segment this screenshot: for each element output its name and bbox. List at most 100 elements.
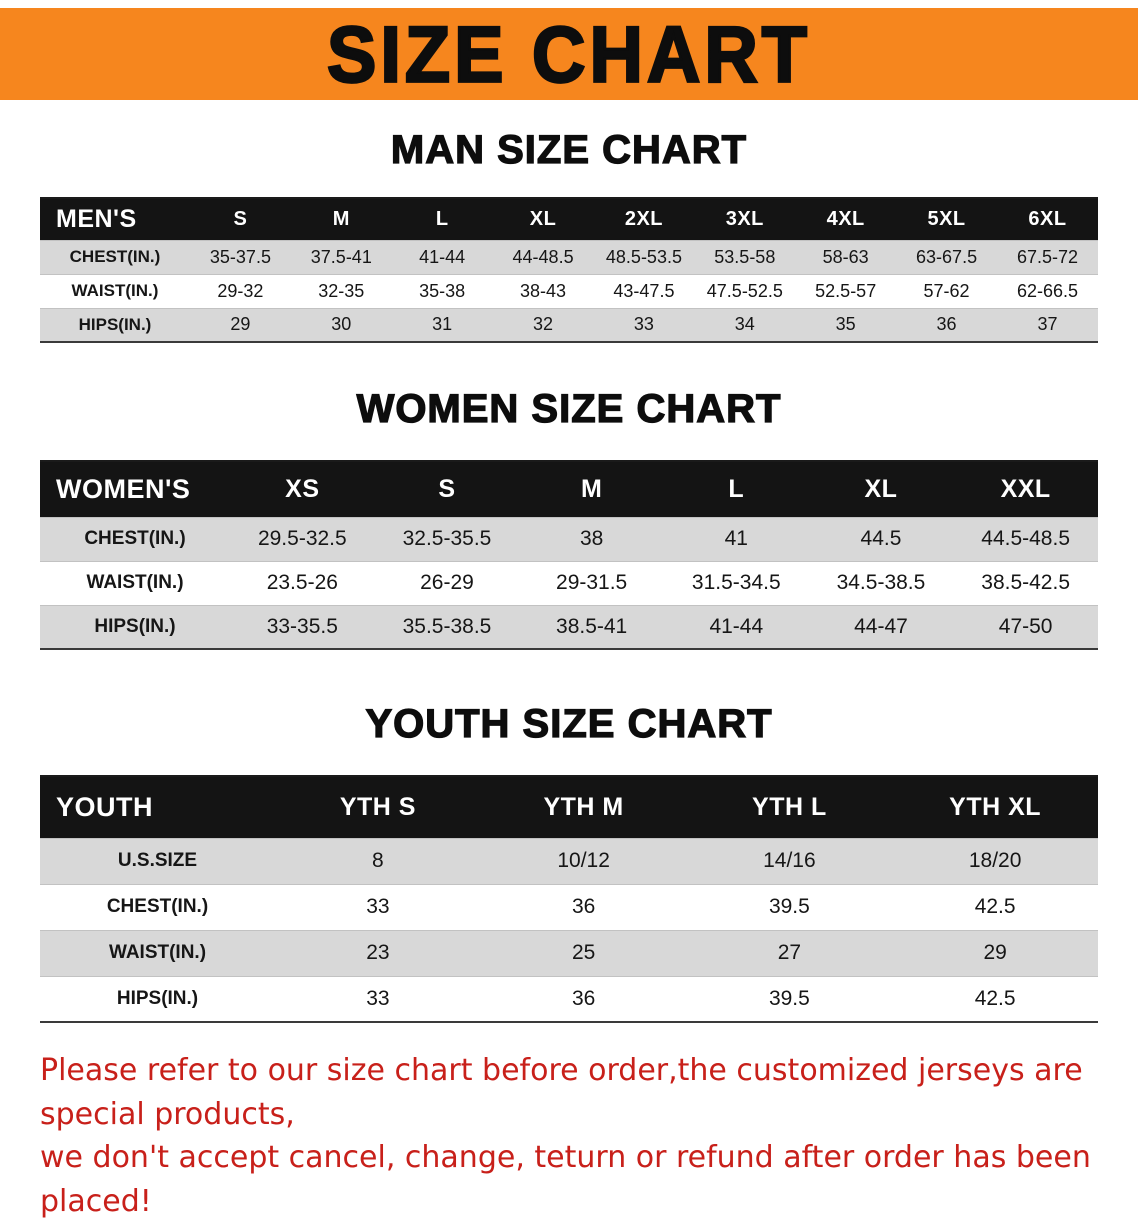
column-header: L — [728, 474, 745, 503]
size-value: 57-62 — [923, 280, 970, 301]
row-label: CHEST(IN.) — [69, 247, 161, 266]
column-header: YTH M — [543, 792, 624, 821]
row-label: WAIST(IN.) — [71, 281, 159, 300]
size-value: 30 — [331, 314, 352, 335]
size-value: 47-50 — [998, 614, 1053, 638]
table-row: CHEST(IN.) 35-37.5 37.5-41 41-44 44-48.5 48.5… — [40, 240, 1098, 274]
size-value: 35-38 — [419, 280, 466, 301]
column-header: 3XL — [725, 207, 764, 230]
column-header: M — [332, 207, 350, 230]
row-label: WAIST(IN.) — [108, 942, 207, 963]
size-value: 18/20 — [968, 849, 1022, 872]
column-header: YTH XL — [949, 792, 1042, 821]
men-section-heading: MAN SIZE CHART — [390, 127, 748, 172]
size-value: 23 — [366, 941, 390, 964]
footer-line-2: we don't accept cancel, change, teturn o… — [40, 1140, 1091, 1219]
column-header: XL — [864, 474, 898, 503]
men-corner-label: MEN'S — [56, 204, 137, 233]
header-row: MEN'S S M L XL 2XL 3XL 4XL 5XL 6XL — [40, 198, 1098, 240]
size-value: 35-37.5 — [209, 246, 271, 267]
size-value: 25 — [571, 941, 596, 964]
table-row: WAIST(IN.) 23.5-26 26-29 29-31.5 31.5-34.5 34… — [40, 561, 1098, 605]
size-value: 47.5-52.5 — [706, 280, 783, 301]
size-value: 35.5-38.5 — [402, 614, 492, 638]
size-value: 32-35 — [318, 280, 365, 301]
row-label: WAIST(IN.) — [86, 572, 184, 593]
size-value: 29 — [230, 314, 251, 335]
column-header: 6XL — [1028, 207, 1067, 230]
size-value: 39.5 — [768, 895, 810, 918]
size-value: 36 — [571, 986, 596, 1010]
header-row: YOUTH YTH S YTH M YTH L YTH XL — [40, 776, 1098, 838]
size-value: 36 — [571, 895, 596, 918]
youth-corner-label: YOUTH — [56, 791, 153, 822]
row-label: U.S.SIZE — [117, 850, 198, 871]
size-value: 35 — [835, 314, 856, 335]
size-value: 31 — [432, 314, 453, 335]
size-value: 29-32 — [217, 280, 264, 301]
size-value: 44.5-48.5 — [981, 527, 1071, 550]
size-value: 42.5 — [974, 986, 1016, 1010]
page-title: SIZE CHART — [326, 9, 811, 100]
women-size-table: WOMEN'S XS S M L XL XXL CHEST(IN.) 29.5-32.5 32.5… — [40, 460, 1098, 650]
footer-line-1: Please refer to our size chart before or… — [40, 1053, 1083, 1132]
column-header: XS — [285, 474, 320, 503]
size-value: 52.5-57 — [815, 280, 877, 301]
size-value: 33 — [366, 986, 390, 1010]
size-value: 32.5-35.5 — [402, 527, 492, 550]
size-value: 44-47 — [854, 614, 908, 638]
size-value: 38-43 — [520, 280, 567, 301]
row-label: HIPS(IN.) — [94, 615, 176, 637]
sections-container: MAN SIZE CHART MEN'S S M L XL 2XL 3XL 4XL 5XL 6XL C… — [0, 127, 1138, 1023]
column-header: 5XL — [927, 207, 966, 230]
size-value: 33 — [633, 314, 654, 335]
size-value: 36 — [936, 314, 957, 335]
table-row: CHEST(IN.) 33 36 39.5 42.5 — [40, 884, 1098, 930]
size-value: 29-31.5 — [556, 571, 628, 594]
footer-note: Please refer to our size chart before or… — [40, 1049, 1138, 1223]
size-value: 33 — [366, 895, 390, 918]
row-label: HIPS(IN.) — [78, 314, 152, 334]
youth-size-chart-section: YOUTH SIZE CHART YOUTH YTH S YTH M YTH L YTH … — [0, 701, 1138, 1023]
size-value: 34.5-38.5 — [836, 571, 926, 594]
column-header: L — [435, 207, 449, 230]
size-value: 41-44 — [419, 246, 466, 267]
size-value: 26-29 — [420, 571, 474, 594]
women-size-chart-section: WOMEN SIZE CHART WOMEN'S XS S M L XL XXL CHEST(I… — [0, 386, 1138, 650]
size-value: 27 — [777, 941, 802, 964]
size-value: 34 — [734, 314, 755, 335]
size-value: 53.5-58 — [714, 246, 776, 267]
column-header: 2XL — [624, 207, 664, 230]
size-value: 29.5-32.5 — [257, 527, 347, 550]
size-value: 58-63 — [822, 246, 869, 267]
banner: SIZE CHART — [0, 8, 1138, 100]
women-corner-label: WOMEN'S — [56, 473, 191, 504]
size-value: 39.5 — [768, 986, 810, 1010]
table-row: HIPS(IN.) 33-35.5 35.5-38.5 38.5-41 41-44 44-… — [40, 605, 1098, 649]
table-row: HIPS(IN.) 33 36 39.5 42.5 — [40, 976, 1098, 1022]
size-value: 44-48.5 — [512, 246, 574, 267]
size-value: 32 — [533, 314, 554, 335]
row-label: CHEST(IN.) — [84, 528, 186, 549]
men-size-chart-section: MAN SIZE CHART MEN'S S M L XL 2XL 3XL 4XL 5XL 6XL C… — [0, 127, 1138, 343]
column-header: S — [233, 207, 248, 230]
column-header: XL — [529, 207, 557, 230]
size-value: 67.5-72 — [1016, 246, 1079, 267]
column-header: YTH S — [339, 792, 416, 821]
size-value: 62-66.5 — [1016, 280, 1079, 301]
row-label: CHEST(IN.) — [106, 896, 209, 917]
size-value: 42.5 — [974, 895, 1016, 918]
table-row: U.S.SIZE 8 10/12 14/16 18/20 — [40, 838, 1098, 884]
size-value: 33-35.5 — [266, 614, 338, 638]
size-value: 37.5-41 — [310, 246, 372, 267]
row-label: HIPS(IN.) — [116, 987, 199, 1009]
size-value: 10/12 — [557, 849, 610, 872]
size-value: 38.5-42.5 — [981, 571, 1071, 594]
size-value: 29 — [983, 941, 1007, 964]
size-value: 14/16 — [763, 849, 816, 872]
size-value: 41 — [724, 527, 748, 550]
size-value: 44.5 — [860, 527, 902, 550]
size-value: 63-67.5 — [916, 246, 978, 267]
youth-section-heading: YOUTH SIZE CHART — [365, 701, 773, 746]
size-value: 48.5-53.5 — [605, 246, 682, 267]
